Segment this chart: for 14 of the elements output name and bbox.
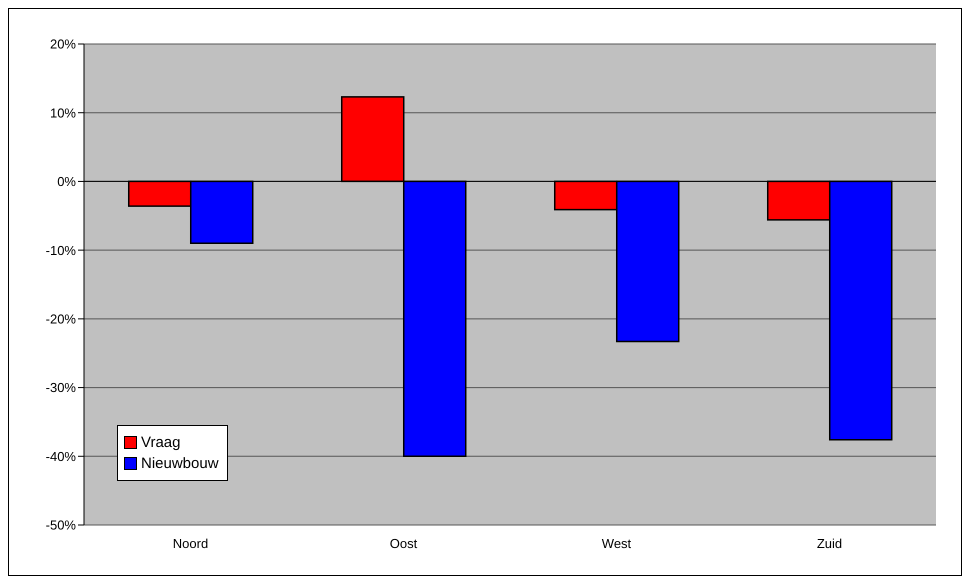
y-tick-label: -30% xyxy=(46,380,76,396)
x-tick-label: Zuid xyxy=(816,536,842,552)
y-tick-label: 20% xyxy=(50,36,76,52)
y-tick-label: 0% xyxy=(57,174,76,190)
y-tick-label: -50% xyxy=(46,518,76,533)
y-tick-label: -10% xyxy=(46,242,76,258)
y-tick-label: -20% xyxy=(46,311,76,326)
legend-label: Nieuwbouw xyxy=(141,455,219,472)
x-tick-label: Noord xyxy=(172,536,208,552)
x-tick-label: Oost xyxy=(390,536,418,552)
x-tick-label: West xyxy=(602,536,632,552)
y-tick-label: -40% xyxy=(46,448,76,464)
legend-label: Vraag xyxy=(141,434,180,451)
y-tick-label: 10% xyxy=(50,105,76,120)
